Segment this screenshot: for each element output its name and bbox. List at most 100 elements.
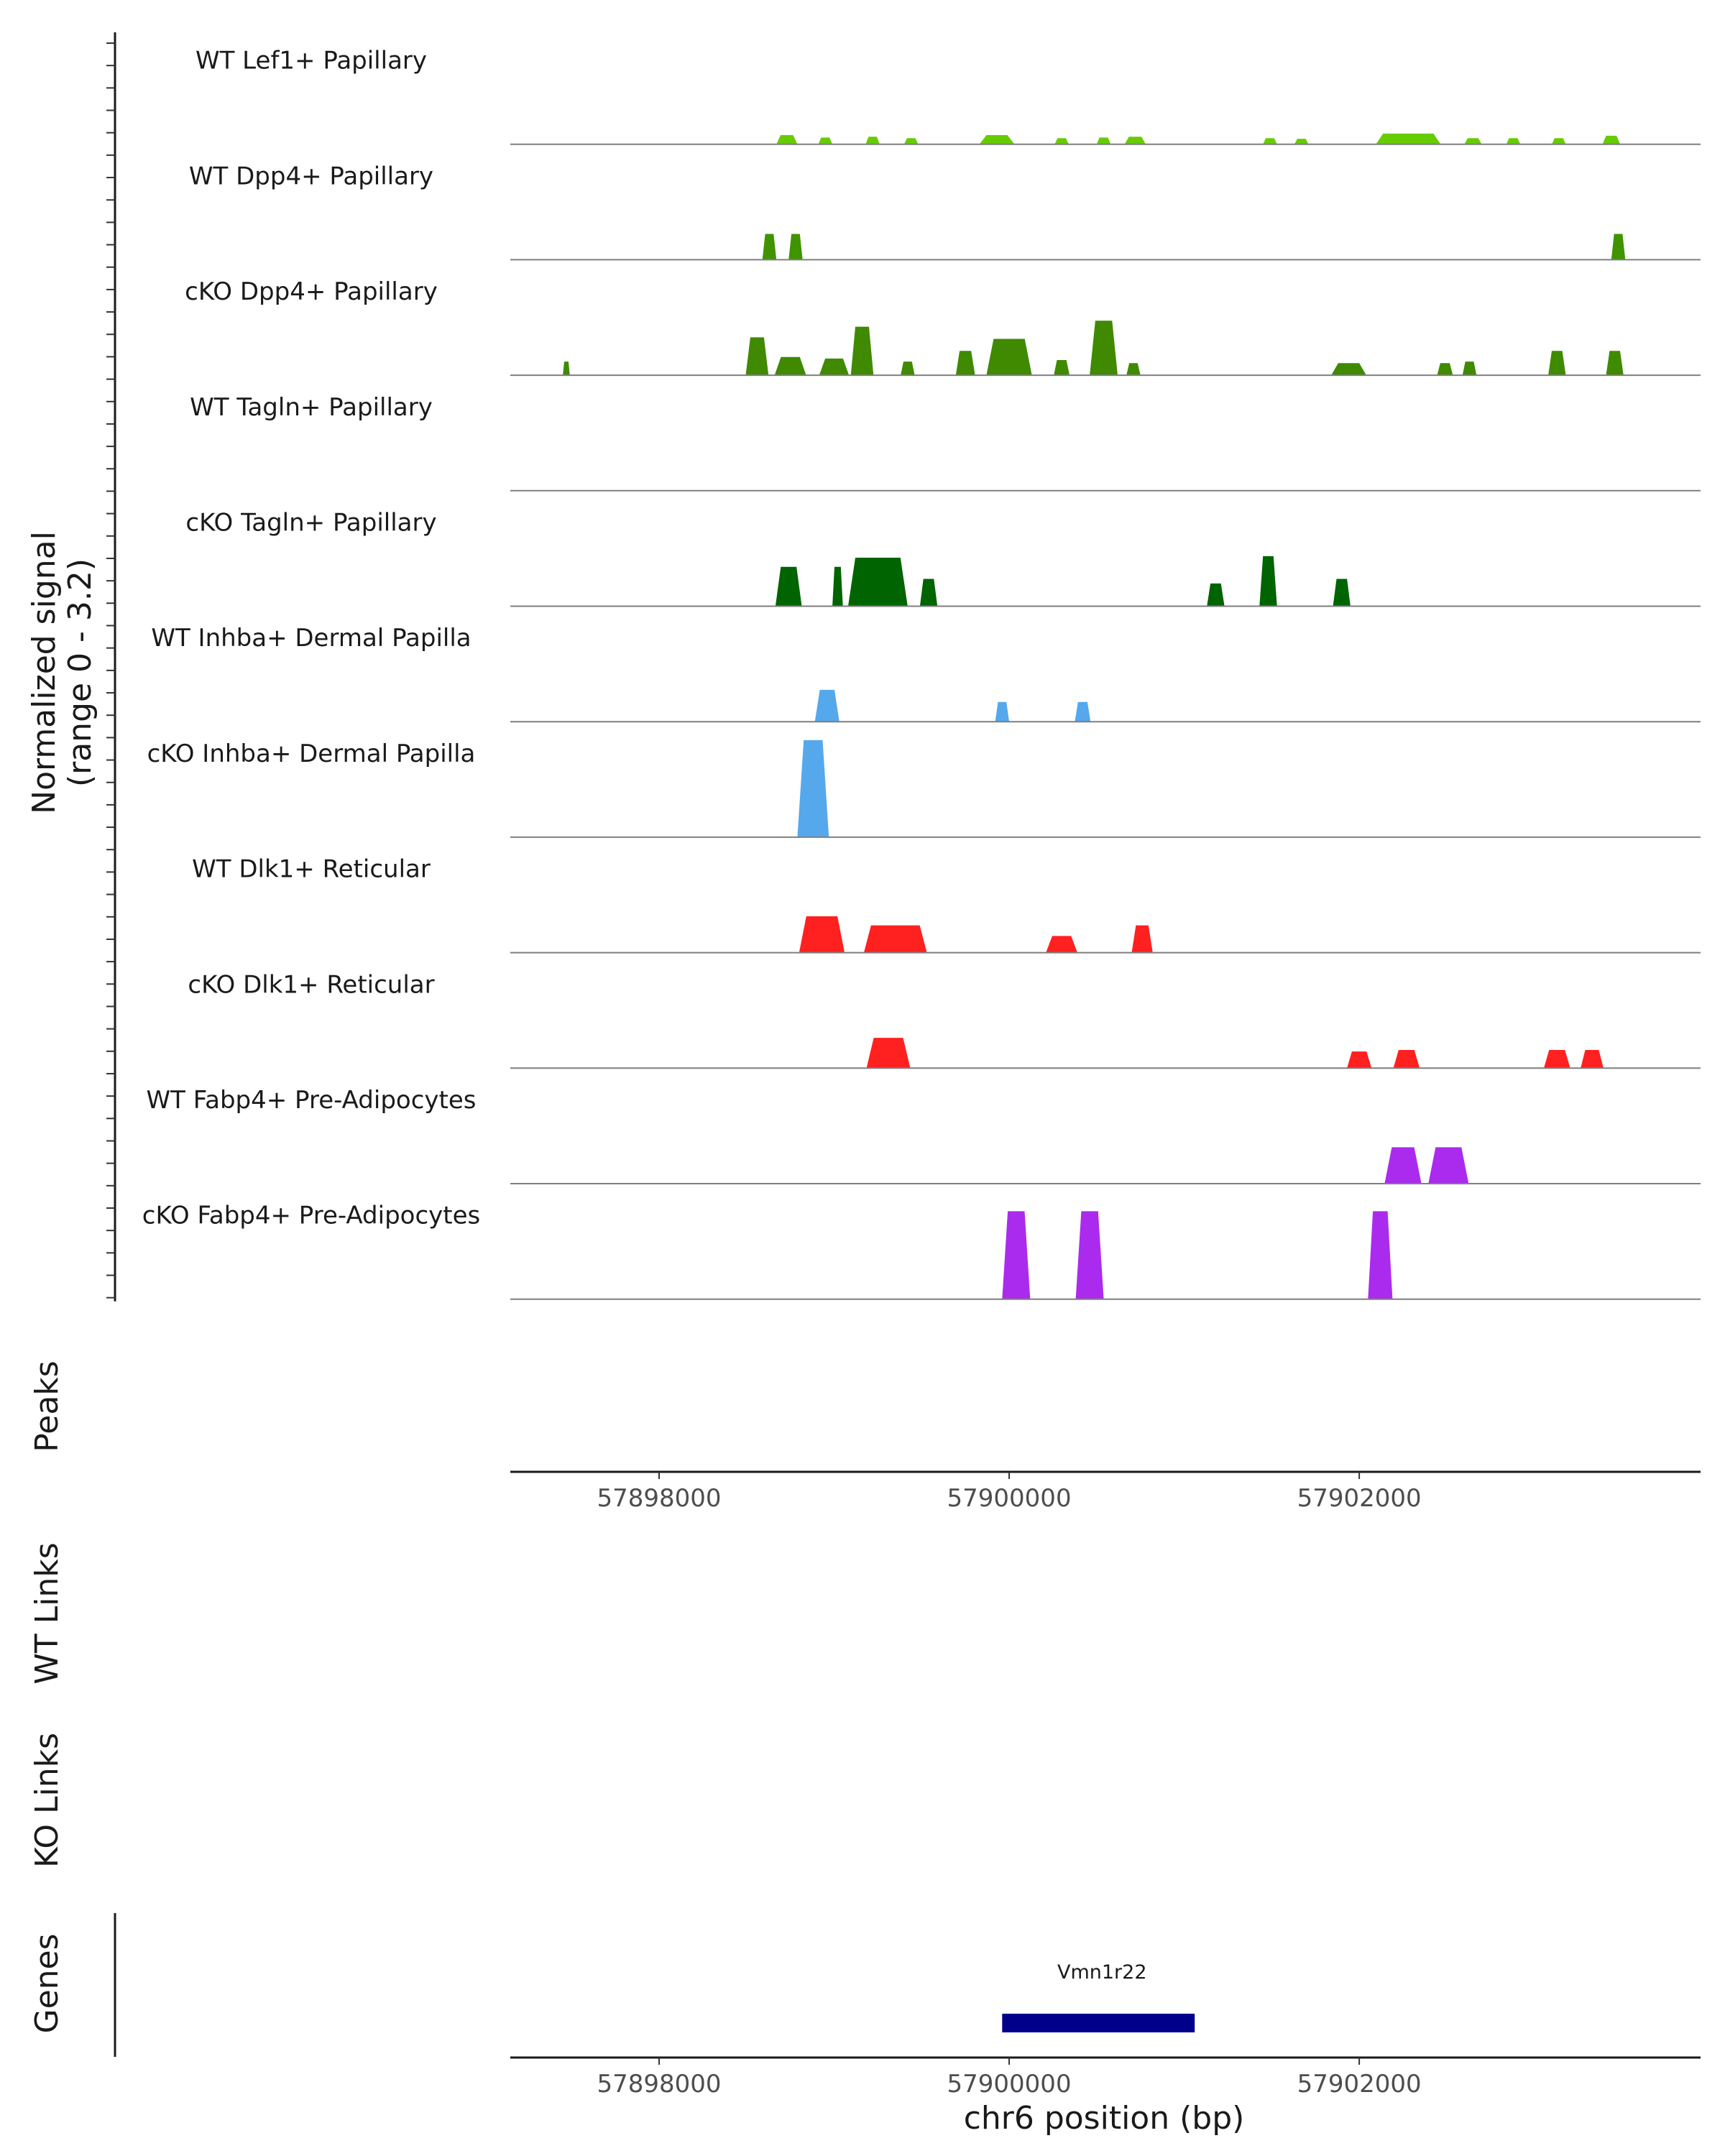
coverage-peak xyxy=(955,351,975,376)
coverage-peak xyxy=(1075,701,1091,722)
x-tick-label: 57898000 xyxy=(597,1484,721,1513)
coverage-peak xyxy=(1131,925,1153,953)
coverage-peak xyxy=(1606,351,1624,376)
coverage-peak xyxy=(776,135,798,144)
track-label: WT Lef1+ Papillary xyxy=(196,47,427,75)
coverage-peak xyxy=(1611,234,1626,260)
coverage-peak xyxy=(1464,138,1482,144)
peaks-x-axis: 57898000 57900000 57902000 xyxy=(510,1470,1701,1513)
x-tick-label: 57902000 xyxy=(1297,2070,1422,2099)
x-tick-label: 57902000 xyxy=(1297,1484,1422,1513)
coverage-peak xyxy=(866,1038,911,1069)
track-label: WT Dlk1+ Reticular xyxy=(192,855,431,884)
coverage-peak xyxy=(818,137,833,144)
genes-label: Genes xyxy=(29,1933,65,2033)
x-tick-label: 57900000 xyxy=(947,1484,1072,1513)
coverage-peak xyxy=(1046,936,1077,953)
coverage-peak xyxy=(762,234,777,260)
coverage-peak xyxy=(1376,133,1441,144)
track-wt-dlk1-reticular: WT Dlk1+ Reticular xyxy=(192,855,1701,954)
coverage-peak xyxy=(832,566,843,607)
track-label: cKO Inhba+ Dermal Papilla xyxy=(147,740,476,768)
coverage-peak xyxy=(1428,1147,1469,1184)
coverage-peak xyxy=(995,701,1010,722)
wt-links-label: WT Links xyxy=(29,1542,65,1684)
coverage-peak xyxy=(1581,1050,1604,1069)
coverage-peak xyxy=(919,579,938,607)
coverage-peak xyxy=(863,925,927,953)
track-label: WT Inhba+ Dermal Papilla xyxy=(151,624,471,653)
coverage-peak xyxy=(1126,363,1141,376)
coverage-peak xyxy=(986,338,1032,376)
track-label: WT Dpp4+ Papillary xyxy=(189,162,433,190)
track-label: WT Fabp4+ Pre-Adipocytes xyxy=(147,1086,477,1115)
track-wt-inhba-dermal-papilla: WT Inhba+ Dermal Papilla xyxy=(151,624,1701,723)
coverage-peak xyxy=(775,566,802,607)
coverage-peak xyxy=(1384,1147,1422,1184)
genes-x-axis: 57898000 57900000 57902000 xyxy=(510,2056,1701,2099)
coverage-peak xyxy=(848,558,908,607)
track-label: cKO Dpp4+ Papillary xyxy=(185,277,438,306)
coverage-peak xyxy=(788,234,803,260)
x-tick-label: 57900000 xyxy=(947,2070,1072,2099)
gene-annotations: Vmn1r22 xyxy=(1002,1961,1195,2032)
y-axis-title-line2: (range 0 - 3.2) xyxy=(62,558,98,787)
ko-links-label: KO Links xyxy=(29,1733,65,1868)
coverage-peak xyxy=(1090,321,1118,376)
track-cko-dlk1-reticular: cKO Dlk1+ Reticular xyxy=(188,970,1701,1069)
track-cko-fabp4-pre-adipocytes: cKO Fabp4+ Pre-Adipocytes xyxy=(142,1202,1701,1300)
coverage-peak xyxy=(1462,361,1477,376)
gene-label: Vmn1r22 xyxy=(1057,1961,1147,1984)
track-wt-lef1-papillary: WT Lef1+ Papillary xyxy=(196,47,1701,145)
coverage-peak xyxy=(799,916,845,953)
coverage-peak xyxy=(1054,138,1069,144)
coverage-peak xyxy=(1002,1211,1031,1299)
coverage-peak xyxy=(901,361,915,376)
track-label: cKO Tagln+ Papillary xyxy=(185,509,436,538)
track-cko-inhba-dermal-papilla: cKO Inhba+ Dermal Papilla xyxy=(147,740,1701,838)
gene-body xyxy=(1002,2014,1195,2032)
coverage-peak xyxy=(1096,137,1111,144)
coverage-peak xyxy=(563,361,570,376)
coverage-peak xyxy=(865,137,880,144)
peaks-label: Peaks xyxy=(29,1360,65,1452)
track-wt-tagln-papillary: WT Tagln+ Papillary xyxy=(190,393,1701,492)
track-label: cKO Fabp4+ Pre-Adipocytes xyxy=(142,1202,481,1230)
coverage-peak xyxy=(1207,583,1225,607)
track-wt-dpp4-papillary: WT Dpp4+ Papillary xyxy=(189,162,1701,261)
y-axis-title-line1: Normalized signal xyxy=(26,531,63,814)
y-axis xyxy=(106,32,116,1302)
coverage-peak xyxy=(1124,137,1146,144)
coverage-peak xyxy=(819,358,850,376)
track-label: cKO Dlk1+ Reticular xyxy=(188,970,434,999)
coverage-peak xyxy=(814,689,840,722)
coverage-peak xyxy=(903,138,919,144)
coverage-peak xyxy=(1437,363,1453,376)
coverage-peak xyxy=(1347,1051,1372,1069)
coverage-peak xyxy=(745,337,769,376)
coverage-peak xyxy=(1075,1211,1104,1299)
coverage-peak xyxy=(1552,138,1566,144)
x-tick-label: 57898000 xyxy=(597,2070,721,2099)
track-wt-fabp4-pre-adipocytes: WT Fabp4+ Pre-Adipocytes xyxy=(147,1086,1701,1184)
coverage-peak xyxy=(1393,1050,1420,1069)
track-cko-dpp4-papillary: cKO Dpp4+ Papillary xyxy=(185,277,1701,377)
coverage-peak xyxy=(1054,360,1070,376)
coverage-peak xyxy=(1263,138,1277,144)
coverage-peak xyxy=(1259,556,1277,607)
coverage-peak xyxy=(1548,351,1566,376)
coverage-peak xyxy=(1368,1211,1393,1299)
coverage-peak xyxy=(850,326,874,376)
track-cko-tagln-papillary: cKO Tagln+ Papillary xyxy=(185,509,1701,607)
coverage-peak xyxy=(1333,579,1351,607)
coverage-peak xyxy=(1506,138,1521,144)
coverage-peak xyxy=(1294,139,1309,144)
coverage-tracks: WT Lef1+ Papillary WT Dpp4+ Papillary cKO … xyxy=(142,47,1701,1300)
track-label: WT Tagln+ Papillary xyxy=(190,393,433,422)
coverage-peak xyxy=(1331,363,1366,376)
coverage-peak xyxy=(1544,1050,1570,1069)
coverage-peak xyxy=(979,135,1015,144)
x-axis-title: chr6 position (bp) xyxy=(964,2100,1245,2137)
coverage-peak xyxy=(1602,135,1620,144)
